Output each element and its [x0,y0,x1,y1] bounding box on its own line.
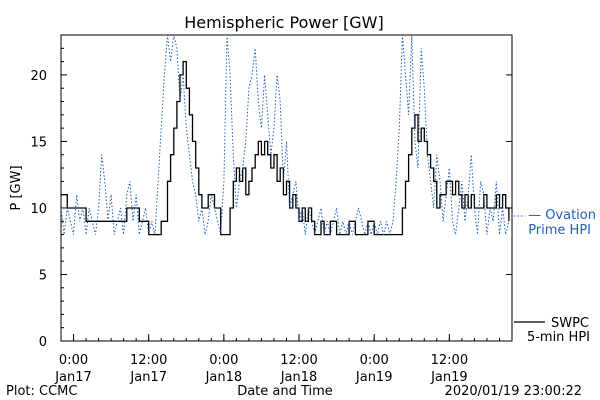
y-tick-label: 0 [39,335,47,350]
x-tick-label-date: Jan18 [280,370,318,385]
chart-title: Hemispheric Power [GW] [184,13,383,32]
series-line-ovation-prime-hpi [61,35,510,235]
plot-timestamp: 2020/01/19 23:00:22 [445,384,582,399]
x-tick-label-time: 0:00 [209,353,238,368]
x-tick-label-date: Jan18 [205,370,243,385]
axes: 0 5 10 15 20 0:00 Jan17 12:00 Jan17 0:00 Jan18 12:0… [30,34,513,385]
x-axis-label: Date and Time [237,384,333,399]
legend-ovation-line2: Prime HPI [528,223,591,238]
x-tick-label-time: 0:00 [360,353,389,368]
x-tick-label-time: 12:00 [280,353,317,368]
legend-ovation-line1: — Ovation [528,208,596,223]
x-tick-label-time: 12:00 [130,353,167,368]
y-axis-label: P [GW] [9,165,24,210]
legend-swpc-line1: SWPC [551,316,589,331]
series-layer [61,35,510,236]
x-tick-label-time: 12:00 [431,353,468,368]
y-tick-label: 20 [30,69,47,84]
x-tick-label-time: 0:00 [59,353,88,368]
x-tick-label-date: Jan17 [129,370,167,385]
y-tick-label: 5 [39,268,47,283]
y-tick-label: 15 [30,135,47,150]
plot-credit: Plot: CCMC [6,384,77,399]
x-tick-label-date: Jan19 [430,370,468,385]
x-tick-label-date: Jan19 [355,370,393,385]
series-line-swpc-5min-hpi [61,60,510,236]
legend-swpc-line2: 5-min HPI [527,330,590,345]
y-tick-label: 10 [30,202,47,217]
x-tick-label-date: Jan17 [54,370,92,385]
